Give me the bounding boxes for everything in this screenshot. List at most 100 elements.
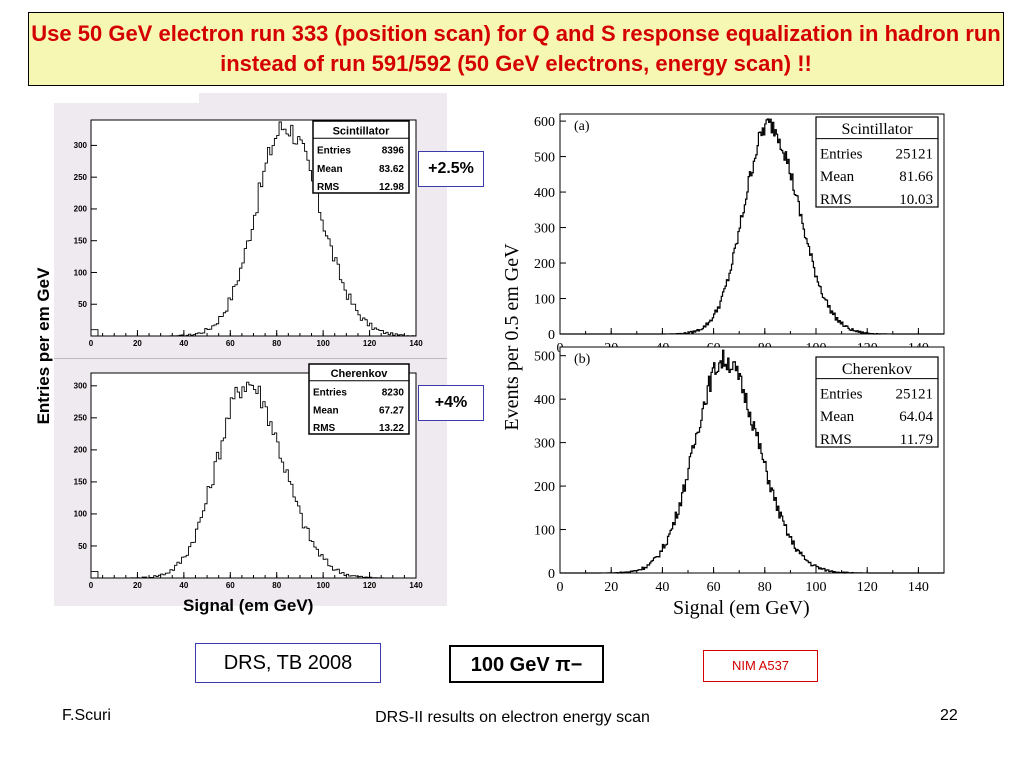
- x-tick-label: 20: [133, 339, 142, 348]
- stat-box-key: Entries: [820, 146, 863, 162]
- stat-box-value: 25121: [896, 146, 934, 162]
- scintillator-histogram-drs: 0 20 40 60 80 100 120 140 50 100 150 200 250 300 Scint…: [74, 119, 423, 348]
- stat-box-key: Entries: [313, 388, 347, 399]
- x-tick-label: 0: [89, 339, 94, 348]
- y-tick-label: 100: [534, 523, 555, 538]
- stat-box: Scintillator Entries 25121 Mean 81.66 RMS 10.0…: [815, 116, 939, 208]
- x-tick-label: 120: [857, 580, 878, 595]
- x-tick-label: 100: [316, 339, 330, 348]
- stat-box-key: Entries: [820, 386, 863, 402]
- stat-box-frame: [308, 363, 410, 435]
- panel-tab: [54, 93, 199, 103]
- histogram-line: [90, 381, 417, 579]
- y-tick-label: 600: [534, 115, 555, 130]
- x-tick-label: 0: [557, 580, 564, 595]
- right-x-axis-label: Signal (em GeV): [673, 597, 810, 619]
- stat-box-frame: [312, 120, 410, 194]
- y-tick-label: 150: [74, 478, 88, 487]
- y-tick-label: 50: [78, 300, 87, 309]
- x-tick-label: 80: [272, 339, 281, 348]
- stat-box-value: 8230: [382, 388, 405, 399]
- stat-box-value: 64.04: [899, 409, 933, 425]
- x-tick-label: 60: [707, 580, 721, 595]
- x-tick-label: 100: [806, 580, 827, 595]
- y-tick-label: 150: [74, 237, 88, 246]
- stat-box-key: RMS: [820, 432, 852, 448]
- y-tick-label: 0: [548, 328, 555, 343]
- panel-label: (b): [574, 352, 591, 367]
- y-tick-label: 200: [74, 446, 88, 455]
- stat-box-key: Entries: [317, 146, 351, 157]
- scintillator-histogram-nim: 0204060801001201400100200300400500600(a)…: [534, 113, 945, 356]
- cherenkov-histogram-nim: 0 20 40 60 80 100 120 140 0 100 200 300 400 500 (b) Che…: [534, 346, 945, 595]
- stat-box: Cherenkov Entries 8230 Mean 67.27 RMS 13.22: [308, 363, 410, 435]
- x-tick-label: 100: [316, 581, 330, 590]
- stat-box-value: 81.66: [899, 169, 933, 185]
- x-tick-label: 40: [179, 581, 188, 590]
- stat-box-frame: [815, 116, 939, 208]
- histogram-line: [560, 349, 944, 574]
- y-tick-label: 100: [74, 510, 88, 519]
- x-tick-label: 80: [272, 581, 281, 590]
- left-y-axis-label: Entries per em GeV: [34, 267, 53, 425]
- right-y-axis-label: Events per 0.5 em GeV: [501, 243, 523, 431]
- y-tick-label: 300: [74, 141, 88, 150]
- stat-box-title: Cherenkov: [842, 361, 912, 378]
- x-tick-label: 40: [179, 339, 188, 348]
- cherenkov-shift-badge: +4%: [418, 385, 484, 421]
- y-tick-label: 400: [534, 393, 555, 408]
- histogram-line: [90, 121, 417, 337]
- y-tick-label: 50: [78, 542, 87, 551]
- left-x-axis-label: Signal (em GeV): [183, 596, 314, 615]
- stat-box-value: 67.27: [379, 405, 404, 416]
- y-tick-label: 300: [74, 382, 88, 391]
- stat-box-value: 13.22: [379, 423, 404, 434]
- y-tick-label: 0: [548, 567, 555, 582]
- x-tick-label: 20: [133, 581, 142, 590]
- stat-box-title: Scintillator: [333, 125, 391, 137]
- footer-title: DRS-II results on electron energy scan: [375, 709, 650, 726]
- footer-author: F.Scuri: [62, 707, 111, 724]
- y-tick-label: 250: [74, 414, 88, 423]
- x-tick-label: 20: [604, 580, 618, 595]
- nim-reference-label: NIM A537: [703, 650, 818, 682]
- stat-box-key: RMS: [313, 423, 336, 434]
- histogram-line: [560, 118, 944, 335]
- x-tick-label: 40: [655, 580, 669, 595]
- y-tick-label: 200: [534, 480, 555, 495]
- x-tick-label: 120: [363, 339, 377, 348]
- x-tick-label: 80: [758, 580, 772, 595]
- stat-box-frame: [815, 356, 939, 448]
- stat-box: Cherenkov Entries 25121 Mean 64.04 RMS 11.79: [815, 356, 939, 448]
- x-tick-label: 140: [409, 339, 423, 348]
- stat-box-value: 83.62: [379, 164, 404, 175]
- right-histograms: 0 20 40 60 80 100 120 140 0 100 200 300 400 500 600 (a)…: [534, 113, 945, 595]
- y-tick-label: 400: [534, 186, 555, 201]
- x-tick-label: 0: [89, 581, 94, 590]
- stat-box-value: 8396: [382, 146, 405, 157]
- cherenkov-histogram-drs: 0 20 40 60 80 100 120 140 50 100 150 200 250 300 Chere…: [74, 363, 423, 590]
- y-tick-label: 200: [534, 257, 555, 272]
- x-tick-label: 140: [409, 581, 423, 590]
- stat-box-title: Cherenkov: [331, 368, 389, 380]
- y-tick-label: 100: [74, 268, 88, 277]
- stat-box: Scintillator Entries 8396 Mean 83.62 RMS 12.98: [312, 120, 410, 194]
- stat-box-title: Scintillator: [841, 121, 913, 138]
- x-tick-label: 140: [908, 580, 929, 595]
- stat-box-key: Mean: [820, 409, 855, 425]
- y-tick-label: 300: [534, 437, 555, 452]
- x-tick-label: 120: [363, 581, 377, 590]
- stat-box-key: Mean: [313, 405, 339, 416]
- y-tick-label: 200: [74, 205, 88, 214]
- stat-box-key: Mean: [820, 169, 855, 185]
- stat-box-value: 12.98: [379, 182, 404, 193]
- x-tick-label: 60: [226, 339, 235, 348]
- stat-box-key: RMS: [317, 182, 340, 193]
- scintillator-shift-badge: +2.5%: [418, 151, 484, 187]
- y-tick-label: 250: [74, 173, 88, 182]
- footer-page-number: 22: [940, 707, 958, 724]
- y-tick-label: 500: [534, 150, 555, 165]
- stat-box-value: 10.03: [899, 192, 933, 208]
- drs-tb-label: DRS, TB 2008: [195, 643, 381, 683]
- stat-box-value: 11.79: [900, 432, 933, 448]
